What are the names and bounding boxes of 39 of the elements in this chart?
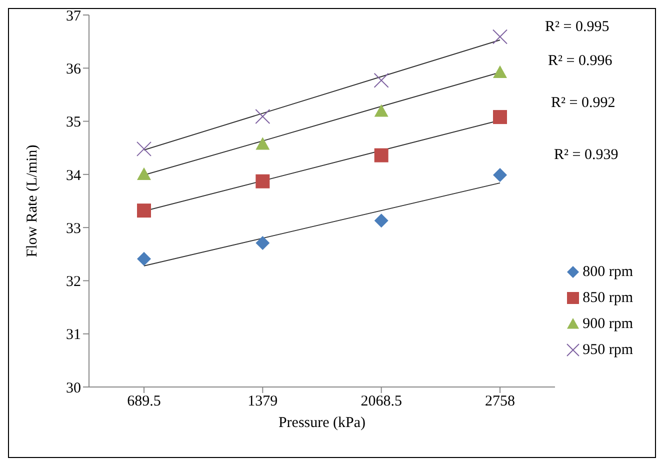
y-axis-title: Flow Rate (L/min) [24, 144, 40, 258]
y-tick-label: 33 [66, 220, 81, 237]
point [256, 137, 270, 150]
x-tick-label: 1379 [248, 394, 278, 410]
legend-label: 850 rpm [582, 290, 633, 306]
point [137, 167, 151, 180]
x-tick-label: 2068.5 [360, 394, 402, 410]
point [137, 204, 151, 218]
y-tick-label: 34 [66, 168, 82, 184]
y-tick-label: 36 [66, 61, 82, 78]
annotation: R² = 0.996 [548, 53, 612, 70]
legend-label: 900 rpm [582, 316, 633, 332]
point [256, 174, 270, 188]
point [492, 29, 508, 44]
x-axis-title: Pressure (kPa) [278, 415, 366, 431]
annotation: R² = 0.992 [551, 95, 616, 112]
legend-label: 950 rpm [582, 342, 633, 358]
point [374, 72, 389, 88]
y-tick-label: 37 [66, 8, 82, 24]
y-tick-label: 31 [66, 327, 81, 344]
line-series [144, 39, 500, 150]
annotation: R² = 0.995 [545, 19, 610, 36]
legend-label: 800 rpm [582, 264, 633, 280]
point [137, 252, 151, 266]
y-tick-label: 35 [66, 114, 81, 131]
x-tick-label: 2758 [485, 394, 515, 410]
point [374, 148, 388, 162]
point [255, 109, 270, 124]
x-tick-label: 689.5 [127, 394, 161, 410]
point [256, 236, 270, 250]
point [374, 104, 388, 117]
point [493, 65, 507, 78]
annotation: R² = 0.939 [554, 147, 618, 164]
point [136, 141, 152, 156]
y-tick-label: 30 [66, 380, 81, 396]
point [493, 110, 507, 124]
point [374, 214, 388, 228]
y-tick-label: 32 [66, 274, 81, 290]
point [493, 168, 507, 182]
